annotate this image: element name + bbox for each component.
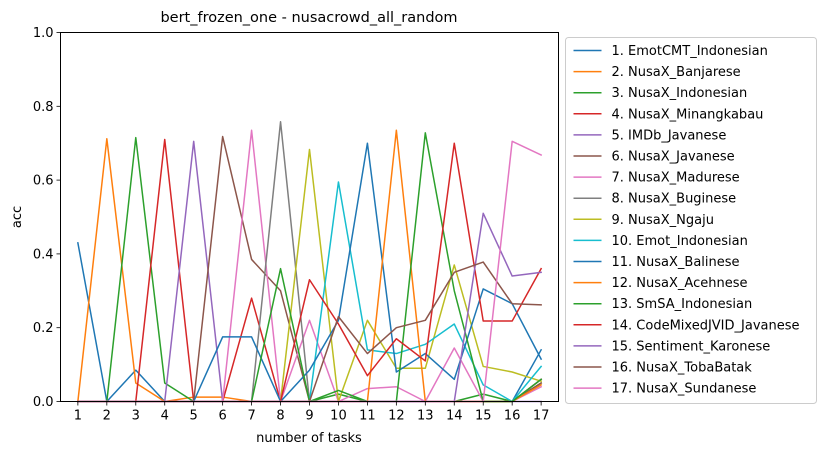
x-tick-label: 17: [533, 409, 550, 424]
legend-entry-label: 13. SmSA_Indonesian: [612, 297, 753, 312]
x-tick-label: 16: [504, 409, 521, 424]
x-tick-label: 1: [74, 409, 82, 424]
y-tick-label: 0.0: [33, 395, 54, 410]
legend-entry-label: 1. EmotCMT_Indonesian: [612, 44, 768, 59]
chart-title: bert_frozen_one - nusacrowd_all_random: [160, 10, 457, 26]
y-tick-label: 1.0: [33, 26, 54, 41]
legend-entry-label: 8. NusaX_Buginese: [612, 192, 737, 207]
legend-entry-label: 10. Emot_Indonesian: [612, 234, 748, 249]
legend-entry-label: 7. NusaX_Madurese: [612, 171, 740, 186]
legend-entry-label: 15. Sentiment_Karonese: [612, 339, 771, 354]
x-tick-label: 2: [103, 409, 111, 424]
x-axis-label: number of tasks: [256, 431, 362, 446]
legend-entry-label: 16. NusaX_TobaBatak: [612, 361, 753, 376]
x-tick-label: 13: [417, 409, 434, 424]
legend-entry-label: 6. NusaX_Javanese: [612, 150, 735, 165]
y-tick-label: 0.6: [33, 174, 54, 189]
y-tick-label: 0.4: [33, 247, 54, 262]
x-tick-label: 12: [388, 409, 405, 424]
legend-entry-label: 4. NusaX_Minangkabau: [612, 107, 764, 122]
x-tick-label: 8: [276, 409, 284, 424]
legend-entry-label: 17. NusaX_Sundanese: [612, 382, 757, 397]
legend-entry-label: 11. NusaX_Balinese: [612, 255, 740, 270]
legend: 1. EmotCMT_Indonesian 2. NusaX_Banjarese 3…: [565, 37, 817, 404]
x-tick-label: 10: [330, 409, 347, 424]
legend-entry-label: 5. IMDb_Javanese: [612, 128, 727, 143]
x-tick-label: 4: [161, 409, 169, 424]
y-tick-label: 0.2: [33, 321, 54, 336]
y-axis-label: acc: [10, 206, 25, 228]
axis-ticks: 1 2 3 4 5 6 7 8 9 10 11 12 13 14 15 16 170.00.20.40.60.8…: [33, 26, 550, 424]
x-tick-label: 14: [446, 409, 463, 424]
legend-entry-label: 9. NusaX_Ngaju: [612, 213, 714, 228]
x-tick-label: 7: [247, 409, 255, 424]
x-tick-label: 11: [359, 409, 376, 424]
x-tick-label: 6: [218, 409, 226, 424]
legend-entry-label: 12. NusaX_Acehnese: [612, 276, 748, 291]
legend-entry-label: 2. NusaX_Banjarese: [612, 65, 741, 80]
legend-entry-label: 14. CodeMixedJVID_Javanese: [612, 318, 800, 333]
x-tick-label: 3: [132, 409, 140, 424]
y-tick-label: 0.8: [33, 100, 54, 115]
x-tick-label: 9: [305, 409, 313, 424]
x-tick-label: 5: [190, 409, 198, 424]
legend-entry-label: 3. NusaX_Indonesian: [612, 86, 748, 101]
legend-box: [565, 37, 817, 404]
x-tick-label: 15: [475, 409, 492, 424]
